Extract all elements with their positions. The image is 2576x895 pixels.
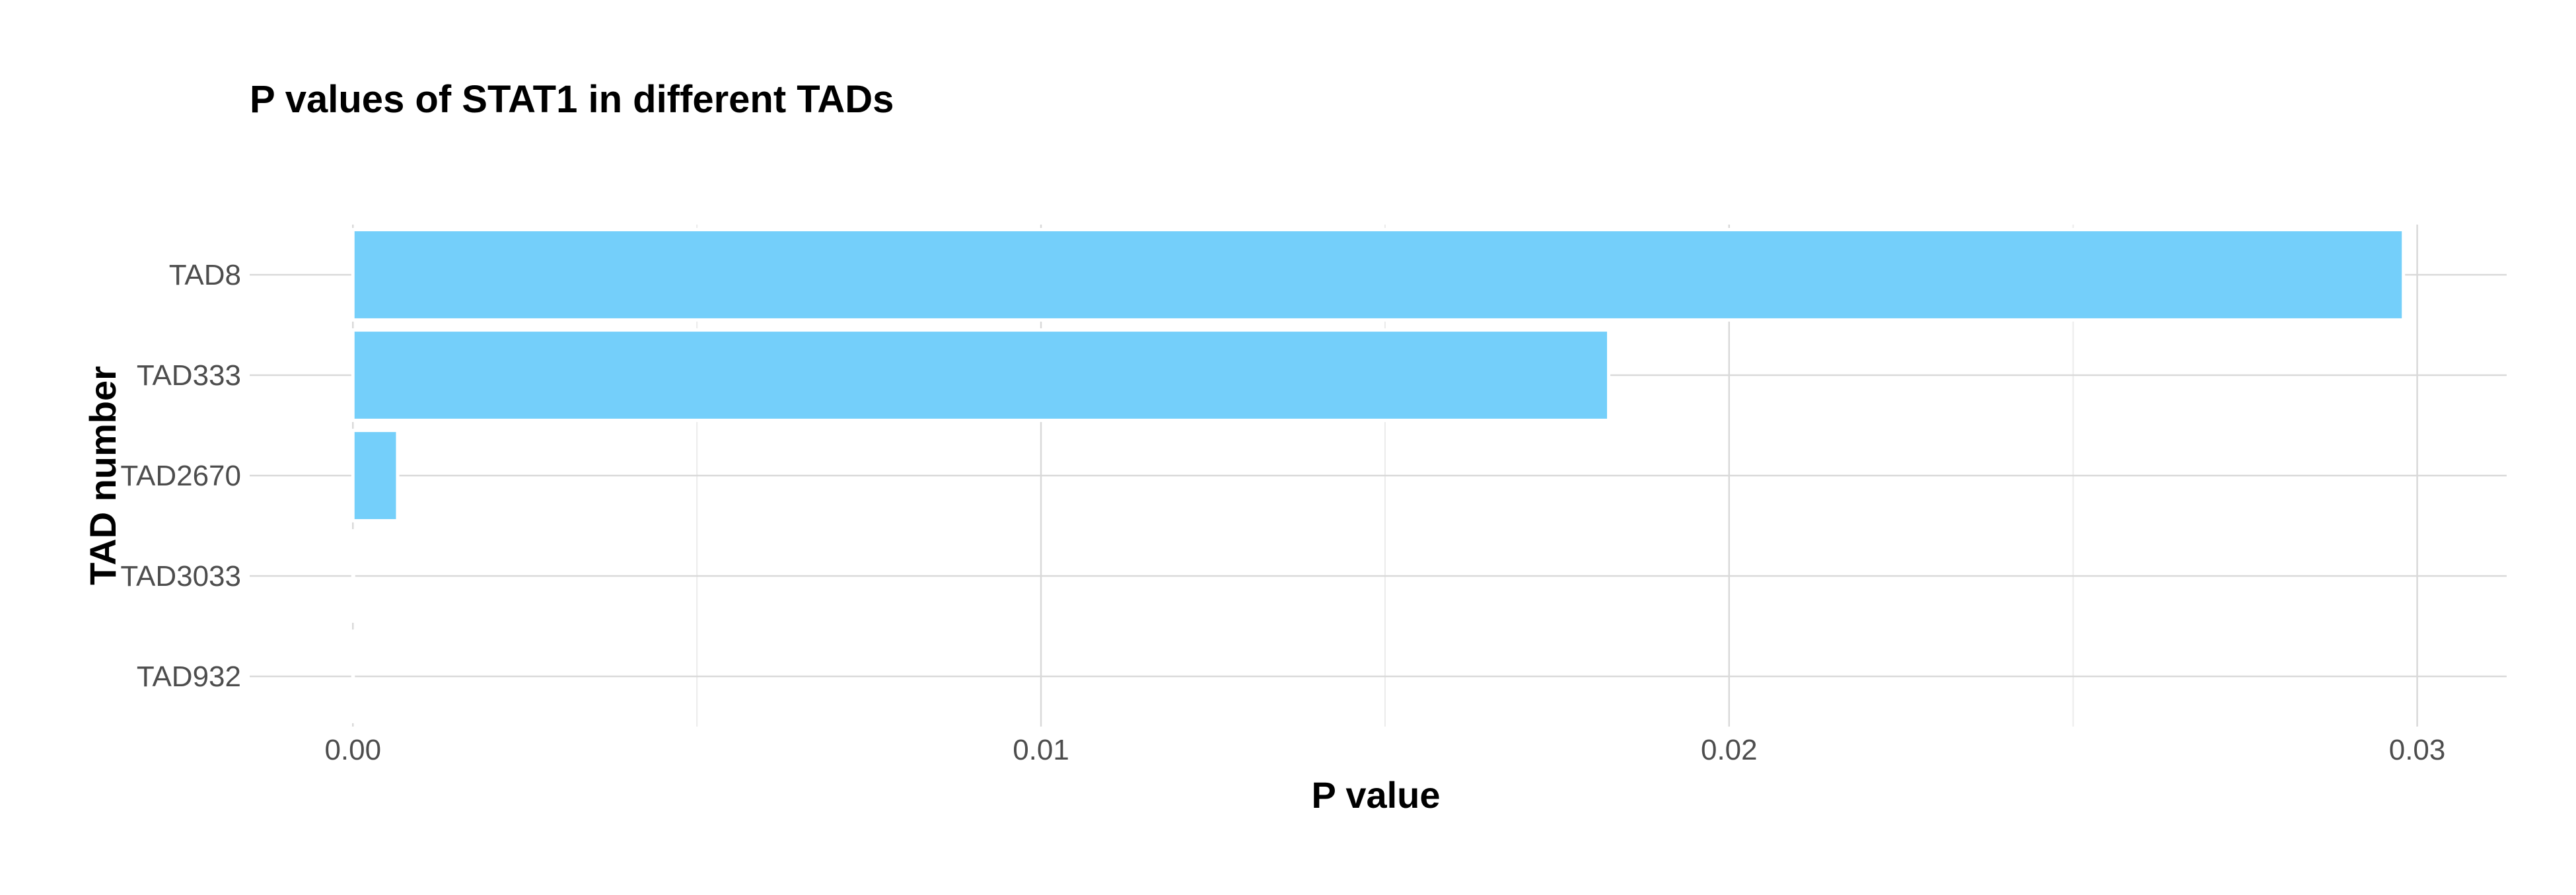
y-tick-label: TAD2670 (120, 460, 241, 492)
y-tick-label: TAD932 (137, 661, 241, 693)
y-tick-label: TAD8 (169, 259, 241, 291)
x-tick-label: 0.01 (1013, 734, 1069, 766)
x-axis-title: P value (1311, 774, 1440, 816)
bar-layer (351, 228, 2406, 723)
bar-tad2670 (351, 429, 400, 522)
y-tick-label: TAD333 (137, 359, 241, 392)
x-tick-label: 0.03 (2389, 734, 2446, 766)
bar-tad8 (351, 228, 2406, 322)
tick-layer: 0.00 0.01 0.02 0.03 TAD8 TAD333 TAD2670 TAD3033… (120, 259, 2445, 766)
y-tick-label: TAD3033 (120, 560, 241, 592)
chart-title: P values of STAT1 in different TADs (250, 78, 894, 121)
x-tick-label: 0.00 (324, 734, 381, 766)
x-tick-label: 0.02 (1701, 734, 1758, 766)
y-axis-title: TAD number (82, 366, 124, 585)
bar-tad333 (351, 328, 1610, 422)
